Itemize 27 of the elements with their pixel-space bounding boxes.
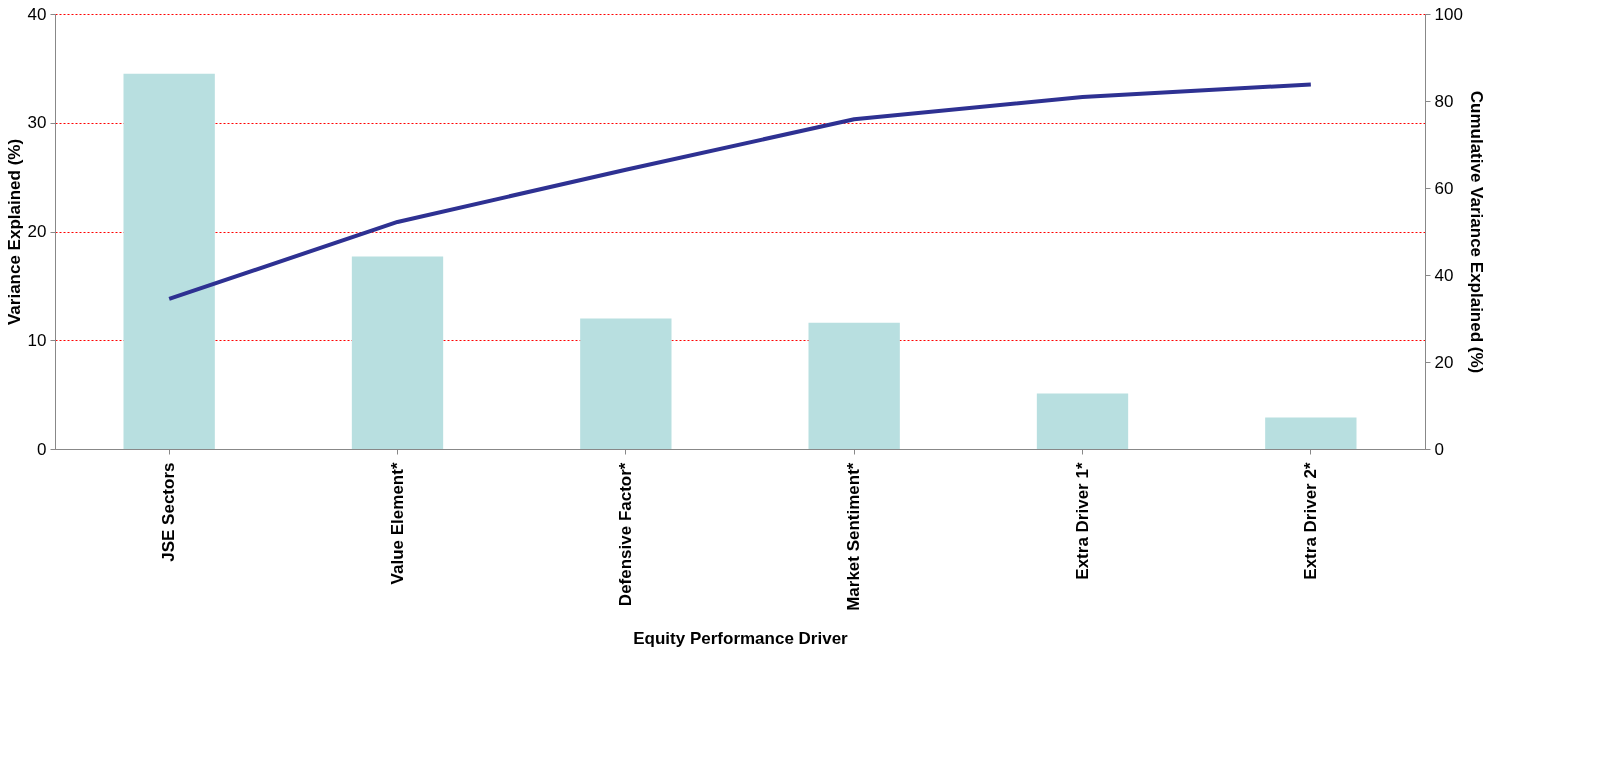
y2-tick-label: 80: [1434, 91, 1454, 111]
y2-tick-label: 0: [1434, 439, 1444, 459]
x-tick-label: Market Sentiment*: [844, 462, 864, 611]
x-tick-label: Defensive Factor*: [615, 462, 635, 607]
x-axis-title: Equity Performance Driver: [633, 628, 849, 648]
bar: [580, 318, 672, 449]
x-tick-label: Extra Driver 1*: [1072, 462, 1092, 580]
y-tick-label: 40: [27, 4, 47, 24]
y2-tick-label: 20: [1434, 352, 1454, 372]
y-tick-label: 0: [37, 439, 47, 459]
bar: [808, 322, 900, 449]
y2-axis-title: Cumulative Variance Explained (%): [1466, 90, 1486, 374]
y-tick-label: 30: [27, 113, 47, 133]
x-tick-label: Extra Driver 2*: [1300, 462, 1320, 580]
bar: [123, 73, 215, 449]
y-tick-label: 10: [27, 330, 47, 350]
y2-tick-label: 60: [1434, 178, 1454, 198]
bar: [351, 256, 444, 449]
y2-tick-label: 100: [1434, 4, 1463, 24]
y-axis-title: Variance Explained (%): [4, 138, 24, 326]
bar: [1036, 393, 1129, 449]
x-tick-label: JSE Sectors: [159, 462, 179, 562]
line-series: [167, 82, 1313, 301]
bar: [1265, 417, 1357, 449]
y-tick-label: 20: [27, 222, 47, 241]
y2-tick-label: 40: [1434, 265, 1454, 285]
x-tick-label: Value Element*: [387, 462, 407, 585]
